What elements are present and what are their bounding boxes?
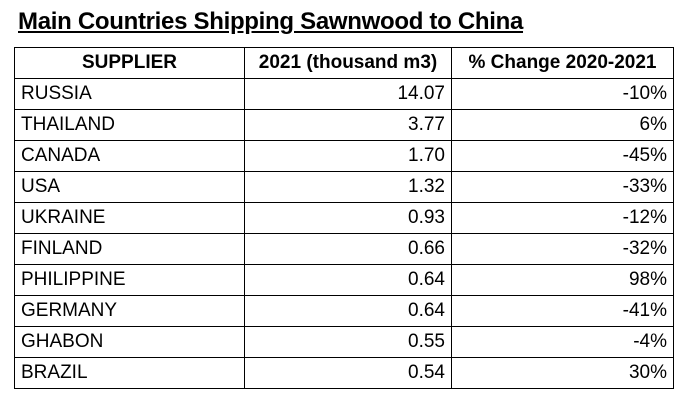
table-cell: -41% <box>451 295 674 327</box>
table-row: FINLAND 0.66 -32% <box>14 233 674 265</box>
table-cell: -33% <box>451 171 674 203</box>
table-cell: THAILAND <box>14 109 245 141</box>
table-cell: -45% <box>451 140 674 172</box>
table-header: SUPPLIER 2021 (thousand m3)% Change 2020-… <box>14 47 674 79</box>
table-row: PHILIPPINE 0.64 98% <box>14 264 674 296</box>
table-row: CANADA 1.70 -45% <box>14 140 674 172</box>
table-cell: 14.07 <box>244 78 452 110</box>
table-cell: -12% <box>451 202 674 234</box>
header-row: SUPPLIER 2021 (thousand m3)% Change 2020-… <box>14 47 674 79</box>
table-row: UKRAINE 0.93 -12% <box>14 202 674 234</box>
table-cell: -32% <box>451 233 674 265</box>
table-cell: 3.77 <box>244 109 452 141</box>
table-cell: 0.66 <box>244 233 452 265</box>
table-row: BRAZIL 0.54 30% <box>14 357 674 389</box>
table-row: GHABON 0.55 -4% <box>14 326 674 358</box>
header-cell: 2021 (thousand m3) <box>244 47 452 79</box>
table-row: RUSSIA 14.07 -10% <box>14 78 674 110</box>
table-cell: 0.93 <box>244 202 452 234</box>
table-cell: 6% <box>451 109 674 141</box>
header-cell: SUPPLIER <box>14 47 245 79</box>
table-row: USA 1.32 -33% <box>14 171 674 203</box>
table-cell: 0.64 <box>244 264 452 296</box>
table-cell: 0.55 <box>244 326 452 358</box>
table-body: RUSSIA 14.07 -10% THAILAND 3.77 6% CANADA 1.70-… <box>14 78 674 389</box>
table-cell: PHILIPPINE <box>14 264 245 296</box>
table-cell: 0.64 <box>244 295 452 327</box>
table-cell: RUSSIA <box>14 78 245 110</box>
table-cell: 0.54 <box>244 357 452 389</box>
table-cell: FINLAND <box>14 233 245 265</box>
table-cell: GERMANY <box>14 295 245 327</box>
table-cell: 98% <box>451 264 674 296</box>
table-cell: CANADA <box>14 140 245 172</box>
table-cell: 30% <box>451 357 674 389</box>
data-table: SUPPLIER 2021 (thousand m3)% Change 2020-… <box>14 47 674 389</box>
table-cell: UKRAINE <box>14 202 245 234</box>
table-row: GERMANY 0.64 -41% <box>14 295 674 327</box>
table-cell: -10% <box>451 78 674 110</box>
title: Main Countries Shipping Sawnwood to Chin… <box>18 8 524 35</box>
table-cell: 1.32 <box>244 171 452 203</box>
header-cell: % Change 2020-2021 <box>451 47 674 79</box>
table-cell: -4% <box>451 326 674 358</box>
table-row: THAILAND 3.77 6% <box>14 109 674 141</box>
table-cell: GHABON <box>14 326 245 358</box>
table-cell: USA <box>14 171 245 203</box>
table-cell: BRAZIL <box>14 357 245 389</box>
table-cell: 1.70 <box>244 140 452 172</box>
